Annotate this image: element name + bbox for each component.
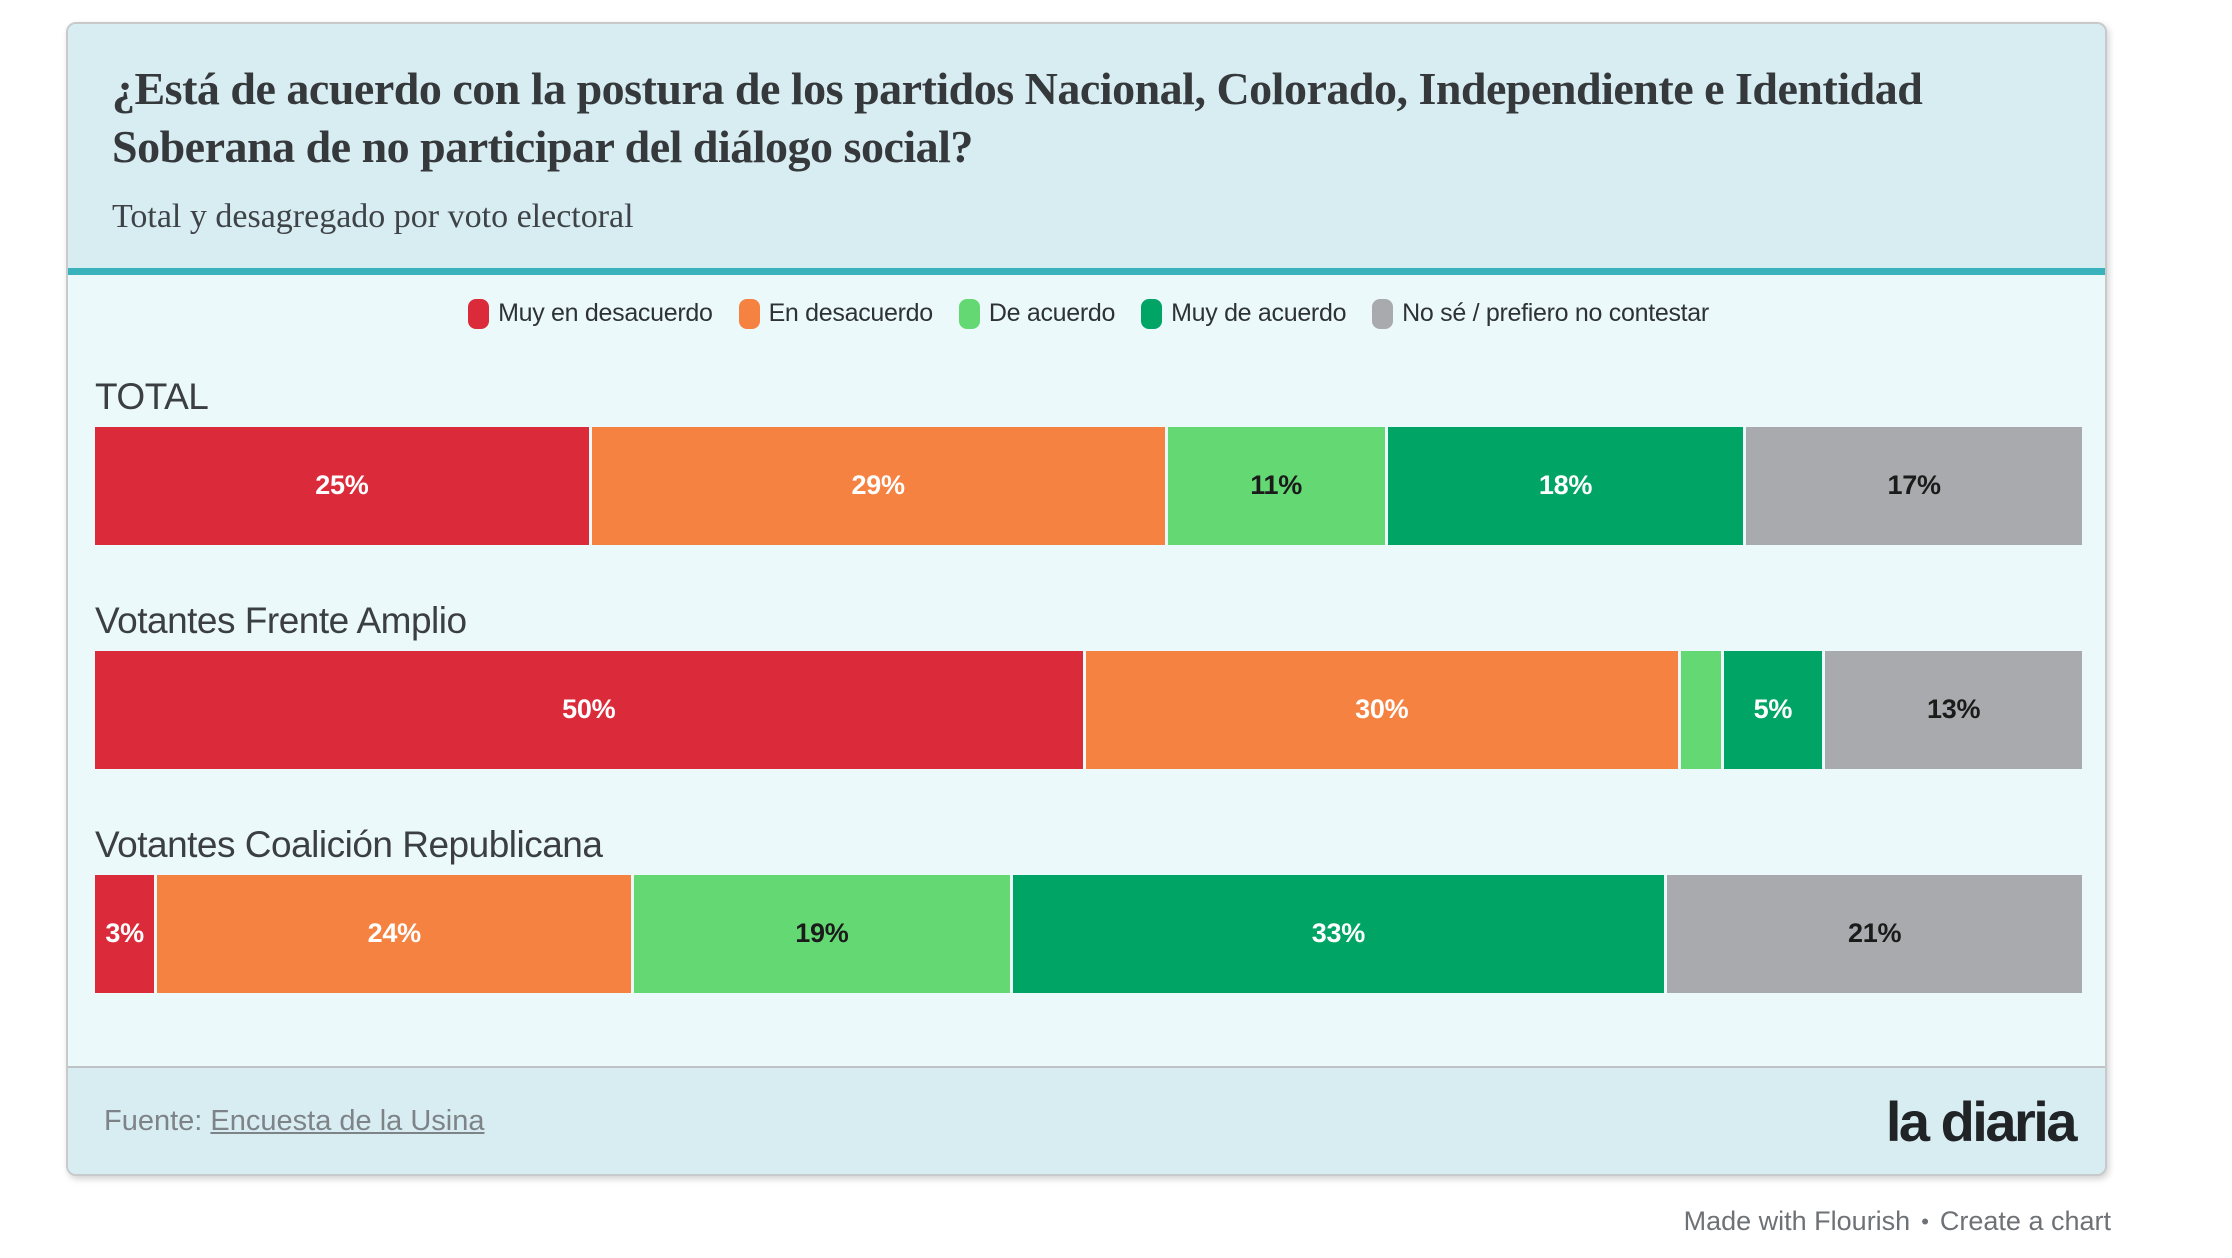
bar-segment: 24%	[157, 874, 632, 993]
legend-item: De acuerdo	[958, 298, 1116, 329]
chart-footer: Fuente: Encuesta de la Usina la diaria	[68, 1066, 2105, 1174]
segment-value-label: 17%	[1887, 470, 1941, 501]
legend-swatch	[958, 298, 980, 329]
bar-row: TOTAL 25% 29% 11% 18% 17%	[95, 375, 2082, 545]
segment-value-label: 21%	[1848, 918, 1902, 949]
bar-segment: 11%	[1167, 426, 1385, 545]
made-with-flourish-link[interactable]: Made with Flourish	[1683, 1206, 1911, 1236]
segment-value-label: 18%	[1538, 470, 1593, 501]
bar-segment: 19%	[634, 874, 1010, 993]
segment-value-label: 24%	[367, 918, 421, 949]
bar-row: Votantes Coalición Republicana 3% 24% 19% 33…	[95, 823, 2082, 993]
segment-value-label: 19%	[795, 918, 849, 949]
row-label: Votantes Coalición Republicana	[95, 823, 603, 865]
bar-segment	[1681, 650, 1721, 769]
segment-value-label: 29%	[851, 470, 905, 501]
legend: Muy en desacuerdo En desacuerdo De acuerdo…	[95, 298, 2082, 329]
bar-segment: 25%	[95, 426, 589, 545]
legend-label: Muy de acuerdo	[1171, 299, 1347, 328]
bar-segment: 18%	[1387, 426, 1744, 545]
bar-segment: 13%	[1825, 650, 2082, 769]
legend-item: No sé / prefiero no contestar	[1372, 298, 1709, 329]
attribution-separator: •	[1921, 1208, 1929, 1234]
segment-value-label: 25%	[315, 470, 369, 501]
legend-label: De acuerdo	[988, 299, 1116, 328]
la-diaria-logo: la diaria	[1885, 1089, 2078, 1153]
flourish-attribution: Made with Flourish • Create a chart	[1684, 1206, 2111, 1237]
bar-segment: 5%	[1723, 650, 1823, 769]
chart-header: ¿Está de acuerdo con la postura de los p…	[68, 24, 2105, 268]
source-note: Fuente: Encuesta de la Usina	[104, 1105, 484, 1138]
segment-value-label: 33%	[1311, 918, 1365, 949]
row-label: TOTAL	[95, 375, 209, 417]
legend-label: En desacuerdo	[768, 299, 934, 328]
segment-value-label: 50%	[562, 694, 616, 725]
bar-segment: 3%	[95, 874, 155, 993]
legend-swatch	[1141, 298, 1163, 329]
segment-value-label: 11%	[1250, 470, 1302, 501]
legend-item: En desacuerdo	[738, 298, 934, 329]
header-divider	[68, 267, 2105, 275]
legend-item: Muy de acuerdo	[1141, 298, 1347, 329]
bar-segment: 17%	[1746, 426, 2082, 545]
stacked-bar: 50% 30% 5% 13%	[95, 650, 2082, 769]
segment-value-label: 30%	[1355, 694, 1409, 725]
bar-segment: 50%	[95, 650, 1083, 769]
segment-value-label: 13%	[1927, 694, 1981, 725]
stacked-bar: 3% 24% 19% 33% 21%	[95, 874, 2082, 993]
chart-card: ¿Está de acuerdo con la postura de los p…	[66, 22, 2107, 1176]
bar-segment: 21%	[1667, 874, 2082, 993]
legend-item: Muy en desacuerdo	[468, 298, 713, 329]
source-prefix: Fuente:	[104, 1104, 211, 1137]
bar-segment: 30%	[1085, 650, 1678, 769]
legend-swatch	[1372, 298, 1394, 329]
legend-swatch	[738, 298, 760, 329]
stacked-bar: 25% 29% 11% 18% 17%	[95, 426, 2082, 545]
chart-body: Muy en desacuerdo En desacuerdo De acuerdo…	[68, 274, 2105, 1066]
create-chart-link[interactable]: Create a chart	[1939, 1206, 2111, 1236]
legend-label: No sé / prefiero no contestar	[1402, 299, 1709, 328]
chart-subtitle: Total y desagregado por voto electoral	[112, 197, 634, 235]
bar-rows: TOTAL 25% 29% 11% 18% 17% Votantes Frente Ampl…	[95, 375, 2082, 993]
legend-swatch	[468, 298, 490, 329]
bar-row: Votantes Frente Amplio 50% 30% 5% 13%	[95, 599, 2082, 769]
bar-segment: 29%	[591, 426, 1165, 545]
chart-title: ¿Está de acuerdo con la postura de los p…	[112, 63, 1923, 173]
row-label: Votantes Frente Amplio	[95, 599, 467, 641]
source-link[interactable]: Encuesta de la Usina	[210, 1104, 485, 1137]
legend-label: Muy en desacuerdo	[498, 299, 713, 328]
bar-segment: 33%	[1012, 874, 1665, 993]
segment-value-label: 5%	[1753, 694, 1793, 725]
segment-value-label: 3%	[105, 918, 144, 949]
